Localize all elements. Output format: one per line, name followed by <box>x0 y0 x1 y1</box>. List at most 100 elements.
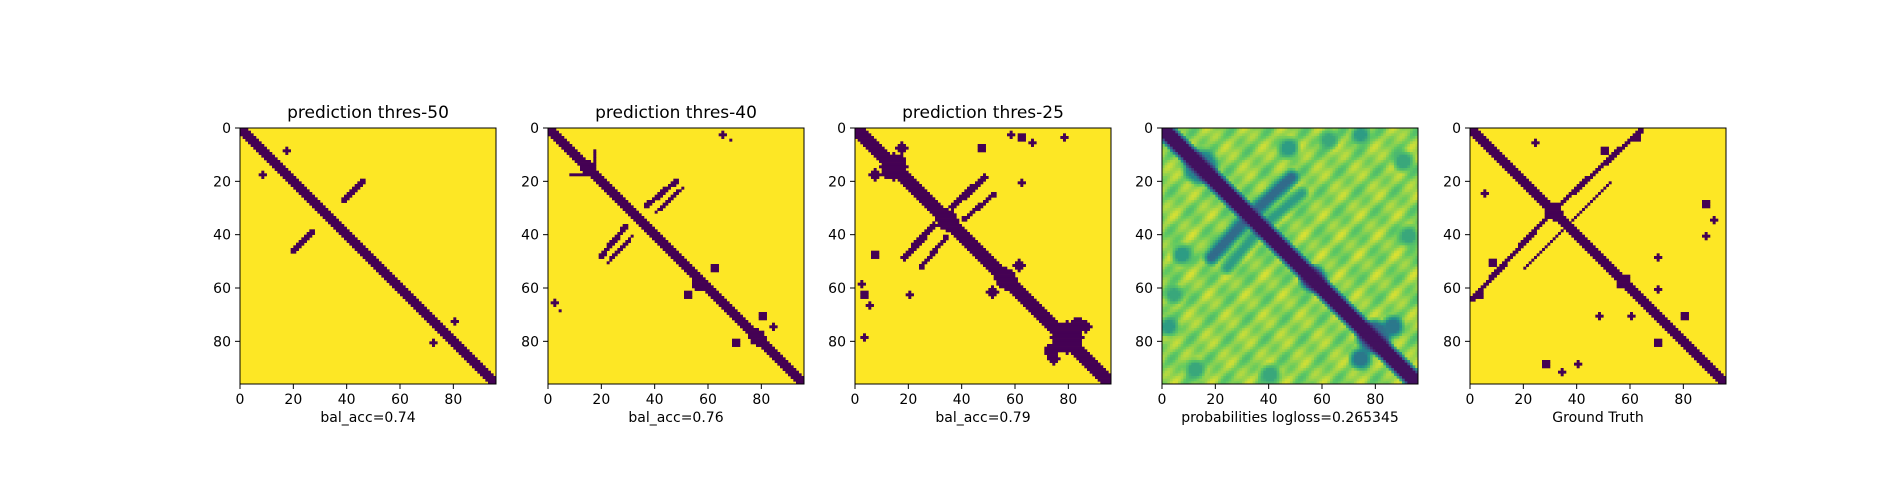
heatmap-cell <box>1359 128 1363 131</box>
heatmap-cell <box>1306 256 1309 259</box>
heatmap-cell <box>1228 173 1232 177</box>
heatmap-cell <box>1356 165 1360 169</box>
heatmap-cell <box>1295 202 1299 206</box>
heatmap-cell <box>1324 205 1328 209</box>
heatmap-cell <box>1298 141 1301 145</box>
heatmap-cell <box>1330 232 1333 235</box>
heatmap-cell <box>1404 170 1408 174</box>
heatmap-cell <box>1364 224 1368 227</box>
heatmap-cell <box>1407 253 1411 257</box>
heatmap-cell <box>1172 210 1176 214</box>
heatmap-cell <box>1170 216 1173 219</box>
heatmap-cell <box>1223 133 1227 137</box>
heatmap-cell <box>1239 216 1243 219</box>
heatmap-cell <box>1316 133 1320 137</box>
heatmap-cell <box>1308 170 1312 174</box>
heatmap-cell <box>1271 136 1275 139</box>
heatmap-cell <box>1228 258 1232 262</box>
heatmap-cell <box>1188 224 1192 227</box>
heatmap-cell <box>1402 202 1405 206</box>
heatmap-cell <box>1370 141 1373 145</box>
heatmap-cell <box>1338 240 1341 243</box>
heatmap-cell <box>1295 232 1299 235</box>
heatmap-cell <box>1162 216 1165 219</box>
heatmap-cell <box>1271 130 1275 134</box>
heatmap-cell <box>1194 232 1197 235</box>
heatmap-cell <box>365 258 379 262</box>
heatmap-cell <box>1367 192 1371 195</box>
heatmap-cell <box>1388 229 1392 233</box>
heatmap-cell <box>1231 154 1235 158</box>
heatmap-cell <box>1391 160 1395 163</box>
heatmap-cell <box>1194 234 1197 238</box>
heatmap-cell <box>1186 261 1189 265</box>
heatmap-cell <box>1340 248 1344 251</box>
heatmap-cell <box>1244 237 1248 241</box>
heatmap-cell <box>488 381 497 385</box>
heatmap-cell <box>1194 250 1197 254</box>
heatmap-cell <box>1338 152 1341 155</box>
heatmap-cell <box>1402 224 1408 227</box>
heatmap-cell <box>1247 133 1251 137</box>
heatmap-cell <box>1228 141 1232 145</box>
heatmap-cell <box>1316 141 1320 145</box>
heatmap-cell <box>1223 152 1227 155</box>
heatmap-cell <box>1279 194 1283 198</box>
heatmap-cell <box>1260 160 1264 163</box>
heatmap-cell <box>1199 224 1203 227</box>
heatmap-cell <box>1306 197 1312 201</box>
heatmap-cell <box>1372 186 1376 190</box>
heatmap-cell <box>1252 253 1256 257</box>
heatmap-cell <box>1410 242 1413 246</box>
heatmap-cell <box>1308 152 1312 155</box>
heatmap-cell <box>1162 133 1179 137</box>
heatmap-cell <box>1247 250 1251 254</box>
heatmap-cell <box>1316 232 1320 235</box>
heatmap-cell <box>1399 176 1403 179</box>
heatmap-cell <box>1258 189 1261 193</box>
heatmap-cell <box>1199 221 1203 225</box>
heatmap-cell <box>1388 253 1392 257</box>
heatmap-cell <box>1212 218 1216 222</box>
heatmap-cell <box>1410 248 1413 251</box>
heatmap-cell <box>1412 149 1416 153</box>
heatmap-cell <box>1250 194 1253 198</box>
heatmap-cell <box>1303 176 1307 179</box>
heatmap-cell <box>1276 253 1280 257</box>
heatmap-cell <box>1367 128 1371 131</box>
heatmap-cell <box>357 250 371 254</box>
heatmap-cell <box>1218 146 1221 150</box>
heatmap-cell <box>1410 144 1413 147</box>
axes-frame <box>239 127 497 385</box>
heatmap-cell <box>1314 173 1317 177</box>
heatmap-cell <box>1223 136 1227 139</box>
heatmap-cell <box>1348 232 1352 235</box>
heatmap-cell <box>1391 202 1395 206</box>
x-tick-label: 60 <box>699 392 717 408</box>
heatmap-cell <box>1178 181 1181 185</box>
heatmap-cell <box>1322 237 1325 241</box>
heatmap-cell <box>1399 192 1403 195</box>
heatmap-cell <box>940 226 965 230</box>
heatmap-cell <box>1370 138 1373 142</box>
heatmap-cell <box>1242 168 1245 171</box>
heatmap-cell <box>1383 157 1387 161</box>
heatmap-cell <box>1218 130 1221 134</box>
heatmap-cell <box>1300 181 1304 185</box>
heatmap-cell <box>1314 218 1317 222</box>
heatmap-cell <box>1332 250 1336 254</box>
heatmap-cell <box>1202 258 1205 262</box>
heatmap-cell <box>1282 176 1285 179</box>
heatmap-cell <box>1380 168 1384 171</box>
heatmap-cell <box>1298 144 1301 147</box>
heatmap-cell <box>1202 213 1205 217</box>
heatmap-cell <box>1186 258 1189 262</box>
heatmap-cell <box>1260 258 1264 262</box>
heatmap-cell <box>1175 248 1179 251</box>
heatmap-cell <box>1167 237 1171 241</box>
heatmap-cell <box>1380 245 1384 249</box>
heatmap-cell <box>1370 250 1373 254</box>
heatmap-cell <box>1202 149 1205 153</box>
heatmap-cell <box>1223 226 1227 230</box>
heatmap-cell <box>1308 240 1312 243</box>
